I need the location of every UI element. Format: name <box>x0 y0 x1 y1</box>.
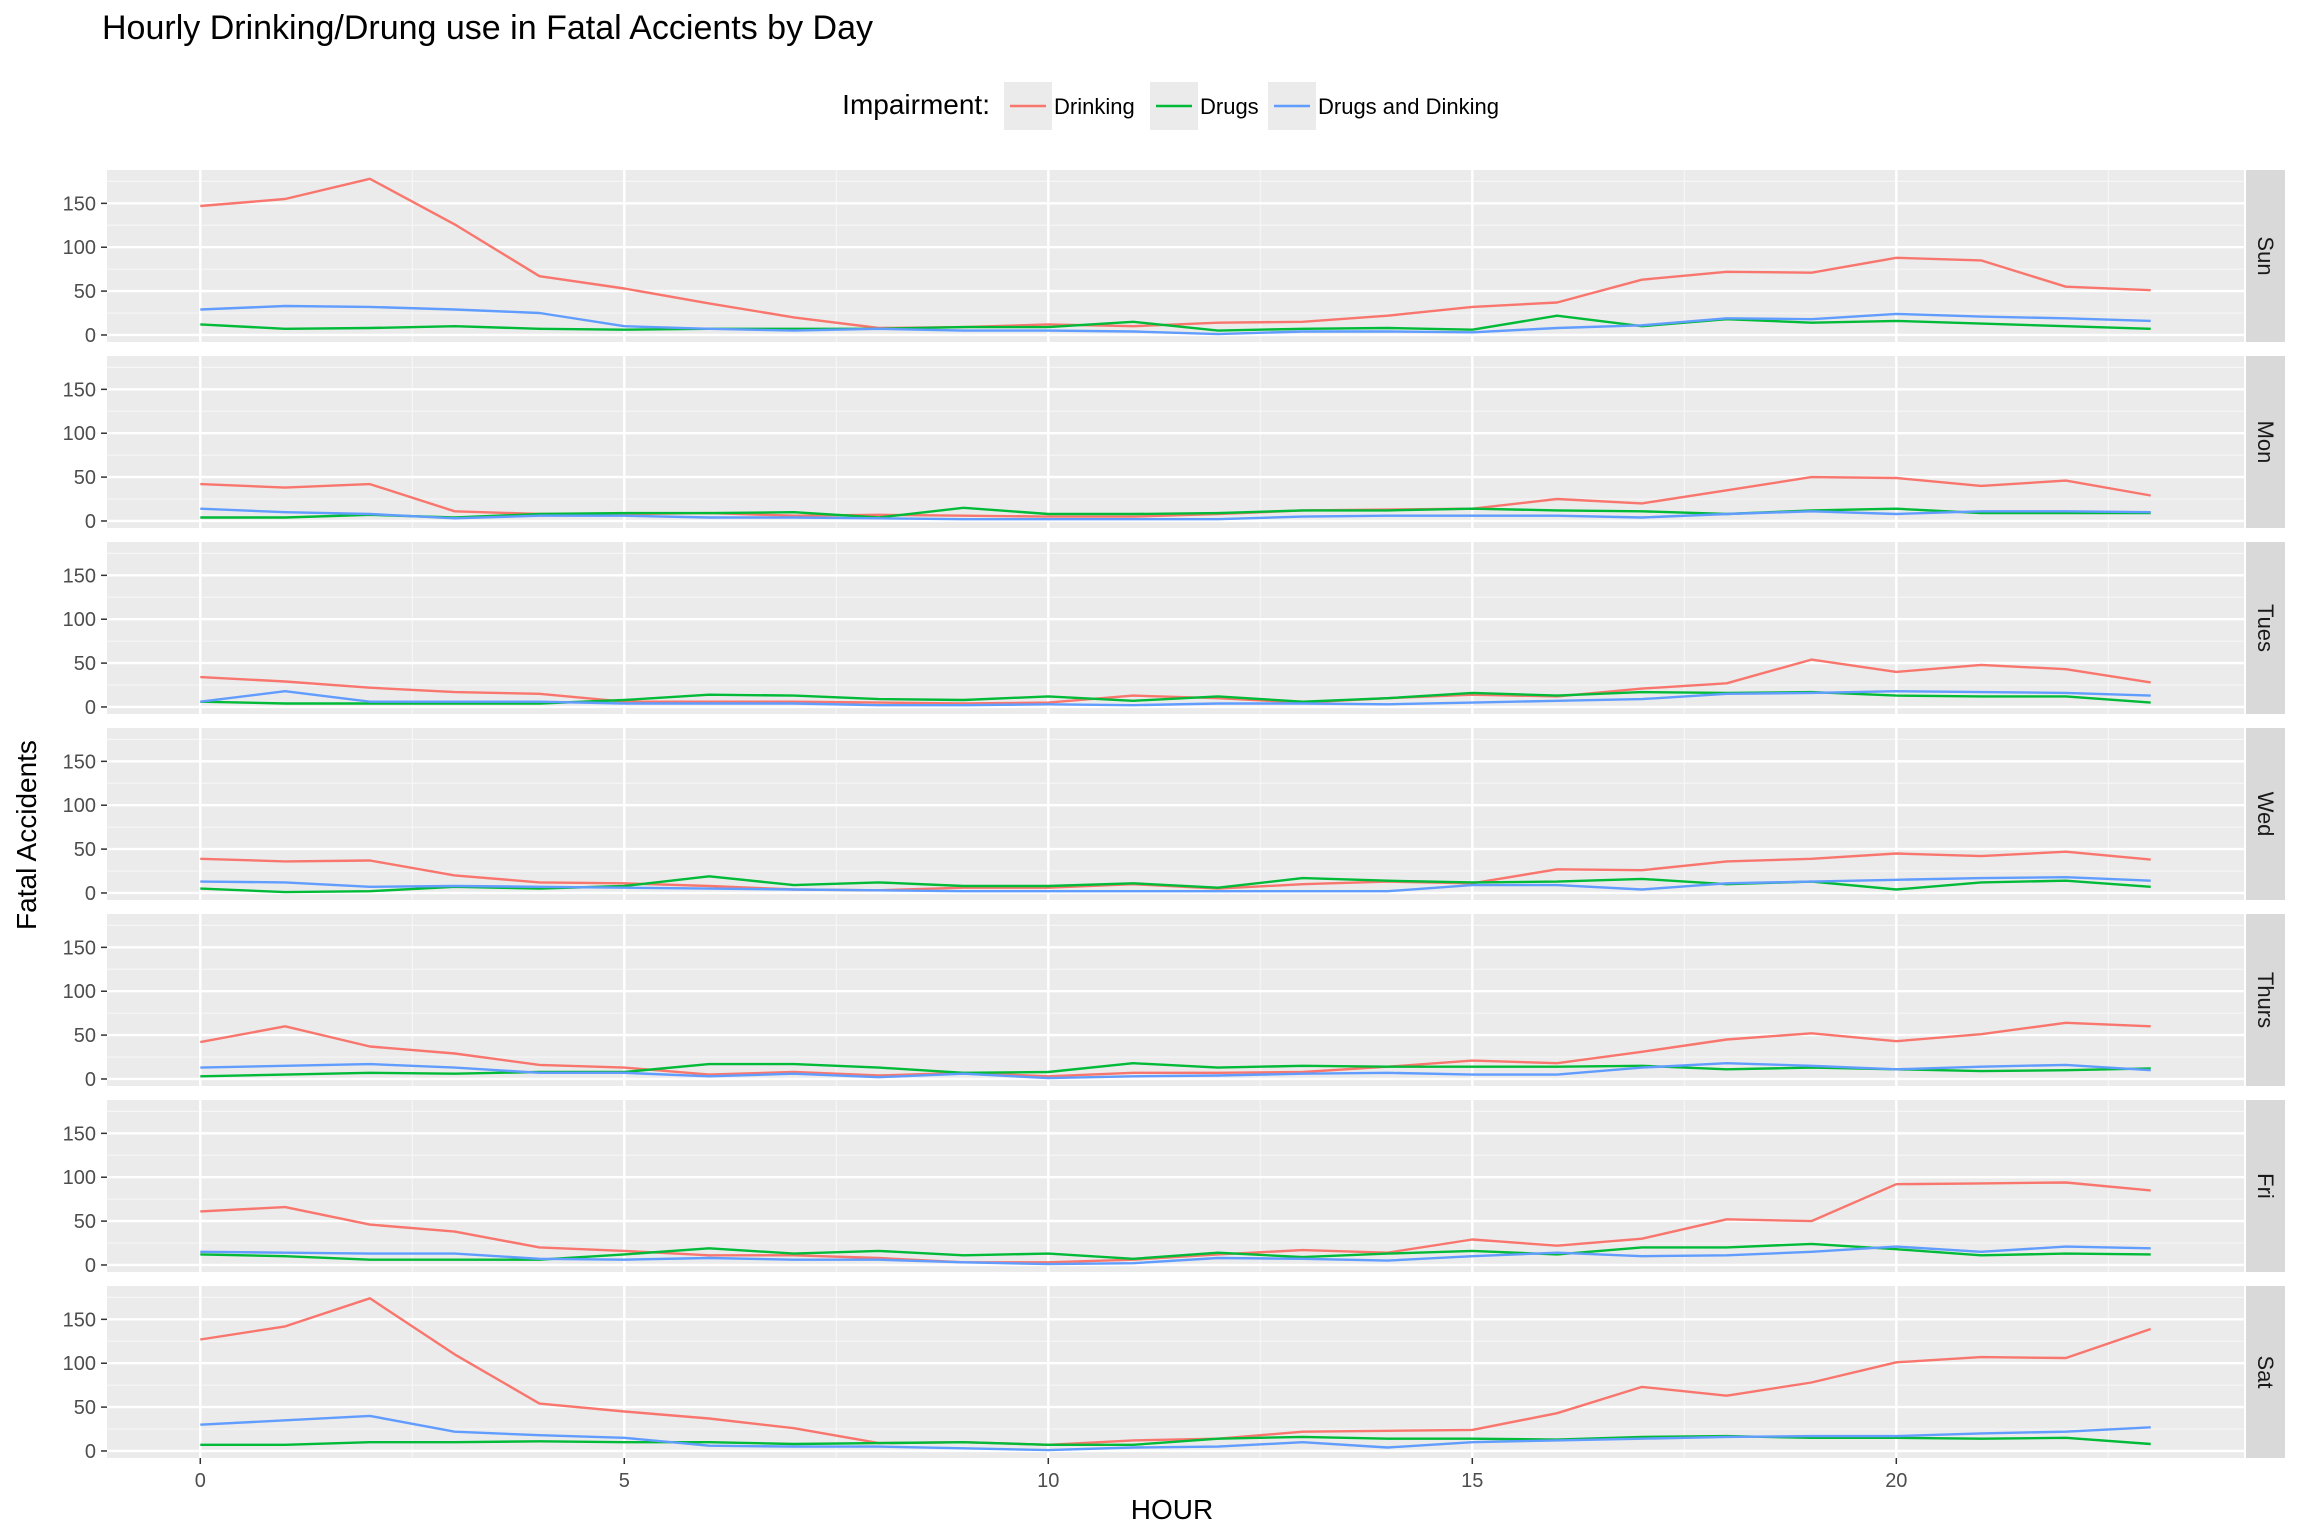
panel-background <box>107 1100 2244 1272</box>
series-line-drugs <box>200 1434 2151 1447</box>
panel-background <box>107 914 2244 1086</box>
y-tick-label: 0 <box>85 1441 96 1463</box>
y-tick-label: 150 <box>63 379 96 401</box>
chart-title: Hourly Drinking/Drung use in Fatal Accie… <box>102 9 873 47</box>
series-line-drugs <box>200 875 2151 894</box>
y-tick-label: 150 <box>63 193 96 215</box>
series-line-drugs-and-dinking <box>200 1414 2151 1452</box>
legend: Impairment: Drinking Drugs Drugs and Dinki… <box>842 82 1499 130</box>
series-line-drugs-and-dinking <box>200 304 2151 336</box>
series-line-drugs <box>200 506 2151 519</box>
panel-wed: 0 50 100 150 Wed <box>63 728 2285 905</box>
series-line-drugs-and-dinking <box>200 1061 2151 1080</box>
legend-label: Drinking <box>1054 94 1135 119</box>
panel-background <box>107 1286 2244 1458</box>
x-axis-title: HOUR <box>1131 1494 1213 1525</box>
facet-label: Fri <box>2253 1173 2278 1199</box>
facet-strip <box>2246 1100 2285 1272</box>
y-tick-label: 0 <box>85 697 96 719</box>
x-tick-label: 15 <box>1461 1470 1483 1492</box>
facet-strip <box>2246 728 2285 900</box>
y-tick-label: 50 <box>74 653 96 675</box>
x-axis: 0 5 10 15 20 <box>195 1458 1907 1492</box>
panel-mon: 0 50 100 150 Mon <box>63 356 2285 533</box>
y-tick-label: 0 <box>85 325 96 347</box>
series-line-drinking <box>200 658 2151 705</box>
y-axis-title: Fatal Accidents <box>11 740 42 930</box>
facet-label: Tues <box>2253 604 2278 652</box>
series-line-drugs-and-dinking <box>200 876 2151 893</box>
panel-thurs: 0 50 100 150 Thurs <box>63 914 2285 1091</box>
facet-label: Mon <box>2253 421 2278 464</box>
legend-item-drugs-and-dinking: Drugs and Dinking <box>1268 82 1499 130</box>
y-tick-label: 150 <box>63 1123 96 1145</box>
y-tick-label: 150 <box>63 565 96 587</box>
y-tick-label: 0 <box>85 511 96 533</box>
panel-sat: 0 50 100 150 Sat <box>63 1286 2285 1463</box>
facet-strip <box>2246 914 2285 1086</box>
panel-sun: 0 50 100 150 Sun <box>63 170 2285 347</box>
panel-fri: 0 50 100 150 Fri <box>63 1100 2285 1277</box>
y-tick-label: 50 <box>74 839 96 861</box>
y-tick-label: 150 <box>63 1309 96 1331</box>
series-line-drinking <box>200 1021 2151 1078</box>
facet-panels: 0 50 100 150 Sun 0 50 100 150 Mon 0 50 100 150 Tues 0 50… <box>63 170 2285 1463</box>
series-line-drinking <box>200 177 2151 330</box>
panel-background <box>107 542 2244 714</box>
facet-label: Wed <box>2253 792 2278 837</box>
y-tick-label: 100 <box>63 795 96 817</box>
x-tick-label: 20 <box>1885 1470 1907 1492</box>
facet-label: Thurs <box>2253 972 2278 1028</box>
y-tick-label: 0 <box>85 883 96 905</box>
series-line-drinking <box>200 1297 2152 1447</box>
y-tick-label: 100 <box>63 609 96 631</box>
facet-strip <box>2246 542 2285 714</box>
y-tick-label: 150 <box>63 751 96 773</box>
y-tick-label: 100 <box>63 981 96 1003</box>
facet-strip <box>2246 356 2285 528</box>
series-line-drugs-and-dinking <box>200 507 2151 521</box>
x-tick-label: 5 <box>619 1470 630 1492</box>
facet-strip <box>2246 170 2285 342</box>
y-tick-label: 100 <box>63 237 96 259</box>
panel-tues: 0 50 100 150 Tues <box>63 542 2285 719</box>
panel-background <box>107 728 2244 900</box>
series-line-drugs-and-dinking <box>200 690 2151 707</box>
panel-background <box>107 170 2244 342</box>
facet-label: Sun <box>2253 236 2278 275</box>
legend-title: Impairment: <box>842 89 990 120</box>
x-tick-label: 10 <box>1037 1470 1059 1492</box>
legend-item-drinking: Drinking <box>1004 82 1135 130</box>
y-tick-label: 100 <box>63 1353 96 1375</box>
series-line-drugs <box>200 1242 2151 1261</box>
legend-label: Drugs <box>1200 94 1259 119</box>
y-tick-label: 50 <box>74 1211 96 1233</box>
series-line-drugs-and-dinking <box>200 1245 2151 1266</box>
y-tick-label: 0 <box>85 1069 96 1091</box>
y-tick-label: 50 <box>74 1025 96 1047</box>
facet-label: Sat <box>2253 1355 2278 1388</box>
series-line-drugs <box>200 314 2151 332</box>
y-tick-label: 100 <box>63 1167 96 1189</box>
y-tick-label: 0 <box>85 1255 96 1277</box>
y-tick-label: 50 <box>74 1397 96 1419</box>
facet-strip <box>2246 1286 2285 1458</box>
y-tick-label: 50 <box>74 281 96 303</box>
legend-item-drugs: Drugs <box>1150 82 1259 130</box>
series-line-drinking <box>200 1181 2151 1264</box>
y-tick-label: 50 <box>74 467 96 489</box>
y-tick-label: 150 <box>63 937 96 959</box>
y-tick-label: 100 <box>63 423 96 445</box>
x-tick-label: 0 <box>195 1470 206 1492</box>
legend-label: Drugs and Dinking <box>1318 94 1499 119</box>
